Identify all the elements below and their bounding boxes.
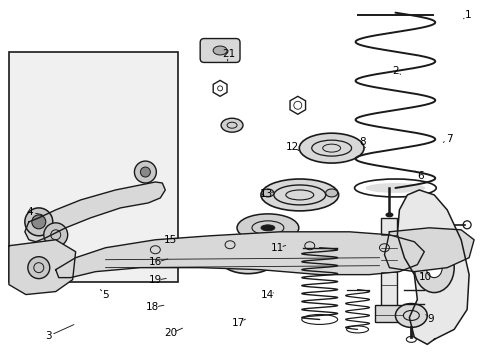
Polygon shape [384, 228, 473, 272]
Ellipse shape [385, 212, 393, 217]
Text: 10: 10 [418, 272, 431, 282]
Ellipse shape [134, 161, 156, 183]
Text: 16: 16 [149, 257, 162, 267]
Polygon shape [25, 182, 165, 242]
Text: 6: 6 [417, 171, 423, 181]
Ellipse shape [395, 303, 427, 328]
Text: 2: 2 [391, 66, 398, 76]
Ellipse shape [365, 183, 425, 193]
Text: 3: 3 [45, 331, 52, 341]
Text: 15: 15 [163, 235, 177, 245]
Polygon shape [397, 190, 468, 345]
Text: 20: 20 [163, 328, 177, 338]
Ellipse shape [261, 225, 274, 231]
Text: 9: 9 [427, 314, 433, 324]
Text: 12: 12 [285, 142, 298, 152]
Text: 14: 14 [261, 290, 274, 300]
Text: 7: 7 [445, 134, 451, 144]
Polygon shape [9, 240, 76, 294]
Bar [375, 305, 403, 323]
Ellipse shape [44, 223, 67, 247]
Text: 17: 17 [231, 318, 245, 328]
Text: 1: 1 [464, 10, 471, 20]
Ellipse shape [32, 215, 46, 229]
Ellipse shape [237, 214, 298, 242]
Ellipse shape [262, 189, 273, 197]
Text: 5: 5 [102, 290, 109, 300]
Ellipse shape [232, 252, 264, 268]
Text: 4: 4 [27, 207, 33, 217]
Ellipse shape [299, 133, 363, 163]
Ellipse shape [220, 246, 275, 274]
Text: 8: 8 [358, 138, 365, 147]
Text: 13: 13 [259, 189, 272, 199]
Ellipse shape [325, 189, 337, 197]
FancyBboxPatch shape [200, 39, 240, 62]
Bar [9, 53, 178, 282]
Ellipse shape [261, 179, 338, 211]
Text: 21: 21 [222, 49, 235, 59]
Ellipse shape [426, 258, 441, 278]
Ellipse shape [413, 243, 453, 293]
Ellipse shape [25, 208, 53, 236]
Ellipse shape [213, 46, 226, 55]
Bar [361, 250, 373, 266]
Bar [381, 218, 397, 310]
Ellipse shape [140, 167, 150, 177]
Text: 18: 18 [146, 302, 159, 312]
Ellipse shape [221, 118, 243, 132]
Text: 11: 11 [270, 243, 284, 253]
Ellipse shape [28, 257, 50, 279]
Polygon shape [56, 232, 424, 278]
Text: 19: 19 [149, 275, 162, 285]
